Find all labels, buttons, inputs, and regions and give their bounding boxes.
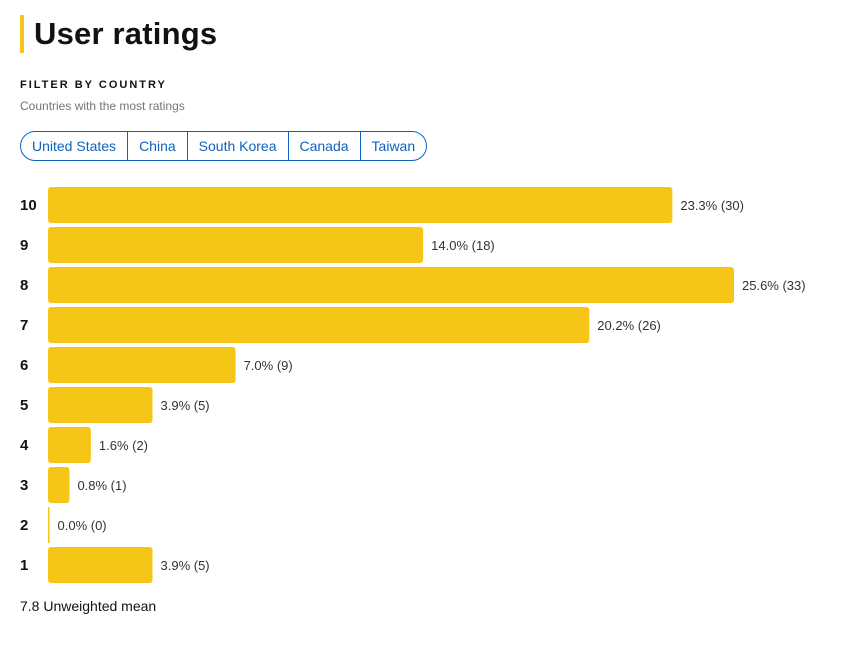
rating-bar-3[interactable] <box>48 467 70 503</box>
country-filter-group: United States China South Korea Canada T… <box>20 131 428 161</box>
rating-bar-4[interactable] <box>48 427 91 463</box>
country-chip-canada[interactable]: Canada <box>289 132 361 160</box>
rating-label-7: 7 <box>20 317 28 334</box>
rating-bar-7[interactable] <box>48 307 590 343</box>
country-chip-united-states[interactable]: United States <box>21 132 129 160</box>
rating-bar-8[interactable] <box>48 267 734 303</box>
rating-label-10: 10 <box>20 197 37 214</box>
rating-value-7: 20.2% (26) <box>597 318 661 333</box>
rating-value-1: 3.9% (5) <box>161 558 210 573</box>
rating-bar-1[interactable] <box>48 547 153 583</box>
rating-label-8: 8 <box>20 277 28 294</box>
rating-label-4: 4 <box>20 437 29 454</box>
page-title: User ratings <box>34 16 218 51</box>
rating-label-5: 5 <box>20 397 28 414</box>
rating-value-4: 1.6% (2) <box>99 438 148 453</box>
country-chip-china[interactable]: China <box>128 132 188 160</box>
country-chip-south-korea[interactable]: South Korea <box>188 132 289 160</box>
rating-value-8: 25.6% (33) <box>742 278 806 293</box>
rating-value-2: 0.0% (0) <box>58 518 107 533</box>
rating-bar-5[interactable] <box>48 387 153 423</box>
rating-label-6: 6 <box>20 357 28 374</box>
title-accent-bar <box>20 15 24 53</box>
filter-subtitle: Countries with the most ratings <box>20 99 185 113</box>
rating-value-3: 0.8% (1) <box>77 478 126 493</box>
rating-bar-6[interactable] <box>48 347 236 383</box>
country-chip-taiwan[interactable]: Taiwan <box>371 138 416 154</box>
rating-bar-9[interactable] <box>48 227 424 263</box>
unweighted-mean: 7.8 Unweighted mean <box>20 598 157 614</box>
rating-bar-10[interactable] <box>48 187 673 223</box>
rating-value-9: 14.0% (18) <box>431 238 495 253</box>
filter-heading: FILTER BY COUNTRY <box>20 79 167 91</box>
rating-value-6: 7.0% (9) <box>244 358 293 373</box>
rating-label-9: 9 <box>20 237 28 254</box>
rating-label-1: 1 <box>20 557 28 574</box>
page-title-container: User ratings <box>20 14 217 54</box>
rating-label-3: 3 <box>20 477 28 494</box>
rating-value-5: 3.9% (5) <box>161 398 210 413</box>
rating-value-10: 23.3% (30) <box>680 198 744 213</box>
rating-bar-2[interactable] <box>48 507 50 543</box>
ratings-bar-chart: 10 23.3% (30) 9 14.0% (18) 8 25.6% (33) 7 20.2%… <box>20 187 806 583</box>
rating-label-2: 2 <box>20 517 28 534</box>
